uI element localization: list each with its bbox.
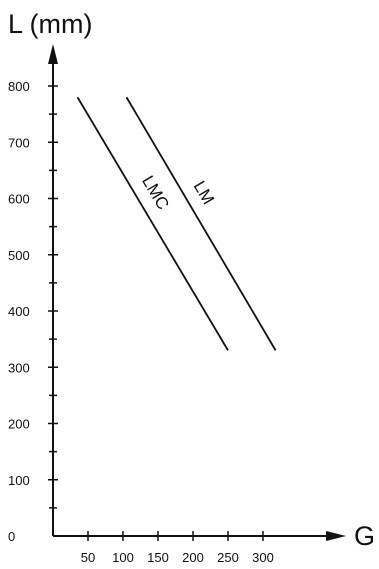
axes bbox=[48, 44, 346, 541]
y-tick-label: 0 bbox=[8, 529, 15, 544]
y-tick-label: 700 bbox=[8, 135, 30, 150]
x-tick-label: 250 bbox=[217, 550, 239, 565]
y-tick-label: 500 bbox=[8, 248, 30, 263]
x-tick-label: 200 bbox=[182, 550, 204, 565]
x-tick-label: 100 bbox=[112, 550, 134, 565]
y-tick-label: 100 bbox=[8, 473, 30, 488]
series-line-lmc bbox=[76, 96, 229, 351]
y-tick-label: 200 bbox=[8, 417, 30, 432]
x-axis-title: G bbox=[354, 521, 375, 551]
y-tick-label: 300 bbox=[8, 360, 30, 375]
series-group: LMC LM bbox=[76, 96, 277, 351]
series-label-lm: LM bbox=[190, 178, 218, 208]
y-tick-label: 400 bbox=[8, 304, 30, 319]
x-tick-label: 50 bbox=[81, 550, 95, 565]
y-tick-label: 800 bbox=[8, 79, 30, 94]
y-axis-title: L (mm) bbox=[8, 9, 92, 39]
y-tick-label: 600 bbox=[8, 192, 30, 207]
ticks: 0 100 200 300 400 500 600 700 800 50 100 150 200 250 3… bbox=[8, 79, 274, 565]
x-tick-label: 150 bbox=[147, 550, 169, 565]
series-line-lm bbox=[125, 96, 277, 351]
x-axis-arrowhead bbox=[326, 531, 346, 541]
x-tick-label: 300 bbox=[252, 550, 274, 565]
y-axis-arrowhead bbox=[48, 44, 58, 64]
